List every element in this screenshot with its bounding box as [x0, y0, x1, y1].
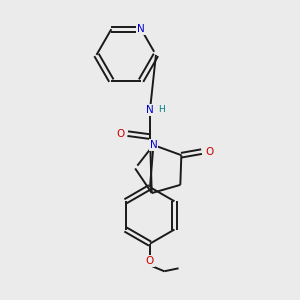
Text: H: H — [158, 105, 165, 114]
Text: N: N — [146, 105, 154, 115]
Text: O: O — [205, 147, 213, 157]
Text: O: O — [146, 256, 154, 266]
Text: N: N — [137, 24, 145, 34]
Text: N: N — [150, 140, 157, 150]
Text: O: O — [116, 129, 124, 139]
